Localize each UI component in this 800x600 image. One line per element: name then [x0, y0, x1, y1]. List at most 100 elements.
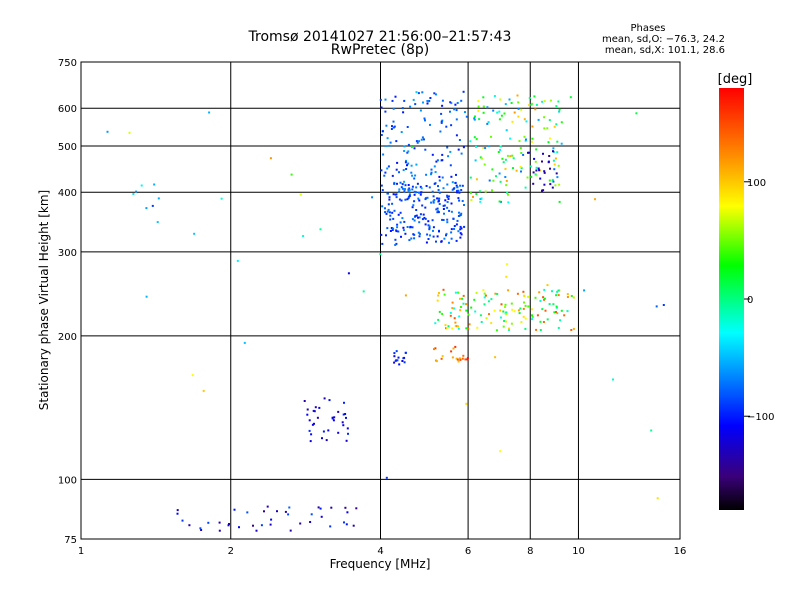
data-point [419, 185, 422, 188]
data-point [403, 145, 406, 148]
data-point [531, 140, 533, 143]
data-point [449, 311, 452, 314]
data-point [438, 199, 440, 202]
y-tick-label: 200 [58, 332, 77, 343]
data-point [517, 115, 520, 118]
data-point [470, 306, 473, 309]
data-point [413, 200, 416, 203]
data-point [453, 317, 456, 320]
data-point [404, 188, 406, 191]
data-point [284, 510, 287, 513]
data-point [438, 310, 441, 313]
data-point [555, 311, 557, 313]
data-point [398, 171, 400, 174]
data-point [345, 416, 347, 419]
data-point [480, 197, 483, 200]
data-point [420, 138, 423, 141]
data-point [474, 159, 477, 162]
data-point [437, 318, 440, 321]
data-point [455, 118, 458, 121]
data-point [379, 253, 382, 256]
data-point [459, 236, 462, 239]
data-point [393, 355, 396, 358]
data-point [460, 233, 463, 236]
data-point [442, 204, 445, 207]
data-point [400, 199, 403, 202]
data-point [401, 107, 404, 110]
data-point [424, 217, 427, 220]
data-point [446, 221, 449, 224]
data-point [310, 513, 313, 516]
data-point [386, 210, 389, 213]
data-point [401, 183, 404, 186]
data-point [472, 195, 474, 198]
data-point [474, 310, 477, 313]
chart-title: Tromsø 20141027 21:56:00–21:57:43 [248, 29, 512, 45]
data-point [551, 186, 554, 189]
data-point [479, 156, 482, 159]
data-point [429, 97, 432, 99]
data-point [556, 290, 559, 293]
data-point [450, 231, 453, 234]
data-point [438, 179, 441, 182]
data-point [510, 302, 513, 305]
data-point [535, 166, 538, 169]
data-point [424, 197, 427, 200]
data-point [145, 295, 148, 298]
data-point [428, 225, 431, 228]
data-point [401, 217, 404, 220]
y-tick-label: 600 [58, 104, 77, 115]
data-point [345, 439, 348, 442]
data-point [505, 275, 508, 278]
data-point [156, 221, 159, 224]
data-point [392, 217, 395, 220]
data-point [475, 138, 478, 141]
data-point [394, 359, 397, 362]
data-point [381, 242, 384, 245]
data-point [486, 122, 489, 125]
data-point [498, 118, 501, 121]
data-point [417, 216, 419, 219]
data-point [455, 109, 458, 112]
data-point [486, 106, 489, 109]
data-point [446, 196, 449, 198]
data-point [524, 304, 527, 307]
data-point [543, 298, 546, 301]
data-point [379, 98, 382, 101]
data-point [337, 410, 340, 413]
data-point [252, 524, 254, 527]
data-point [539, 177, 542, 180]
data-point [426, 233, 429, 236]
data-point [409, 225, 412, 228]
data-point [415, 214, 418, 217]
data-point [419, 193, 422, 196]
data-point [412, 98, 415, 101]
data-point [523, 118, 526, 121]
data-point [519, 147, 522, 150]
data-point [290, 173, 293, 176]
data-point [396, 359, 399, 362]
data-point [557, 289, 560, 292]
data-point [473, 118, 476, 121]
data-point [392, 120, 395, 123]
data-point [414, 174, 417, 177]
data-point [418, 235, 421, 238]
data-point [442, 288, 445, 291]
data-point [458, 139, 461, 141]
data-point [465, 303, 468, 306]
data-point [538, 291, 541, 294]
data-point [505, 311, 508, 314]
data-point [538, 169, 541, 172]
data-point [391, 125, 393, 128]
data-point [475, 145, 477, 148]
data-point [425, 241, 428, 244]
data-point [391, 202, 394, 205]
data-point [384, 171, 387, 174]
data-point [424, 206, 427, 209]
data-point [321, 437, 323, 440]
data-point [520, 170, 522, 173]
data-point [468, 323, 471, 326]
data-point [502, 161, 505, 164]
data-point [454, 321, 457, 324]
data-point [411, 185, 414, 188]
